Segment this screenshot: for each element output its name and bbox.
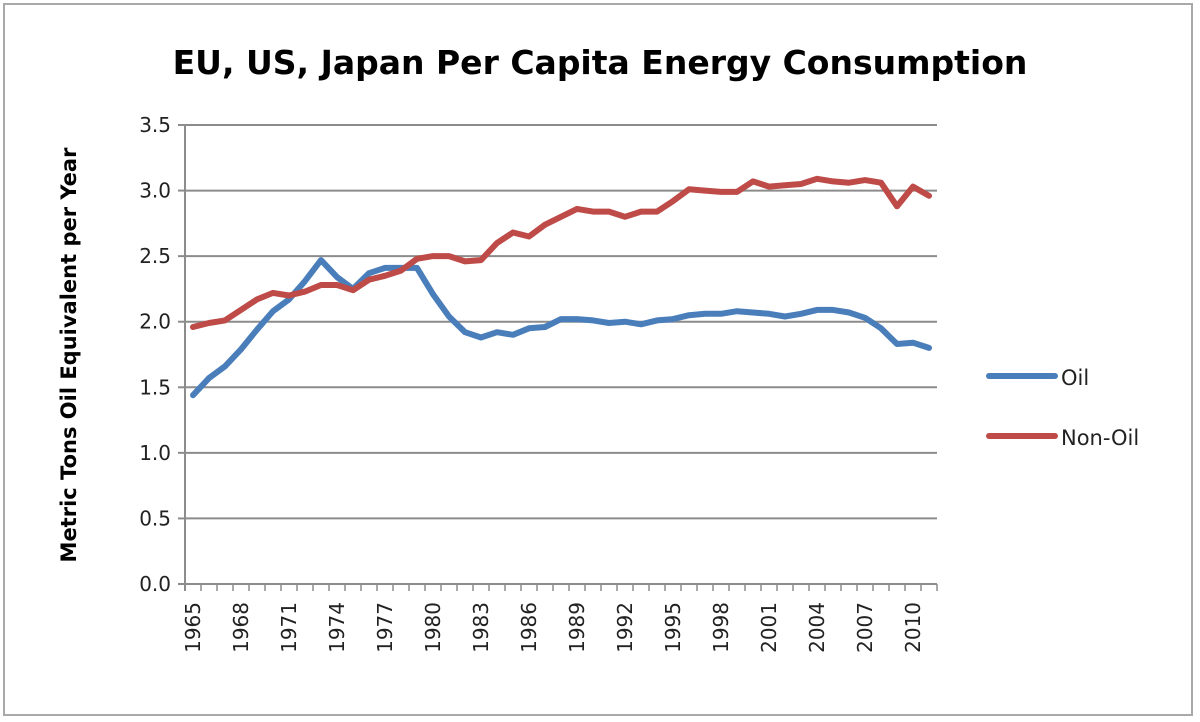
x-axis: 1965 1968 1971 1974 1977 1980 1983 1986 1989 1992… — [181, 125, 938, 653]
series-layer — [190, 175, 932, 399]
y-tick-label: 1.0 — [139, 441, 171, 465]
legend-label-oil: Oil — [1061, 366, 1089, 390]
legend-label-non-oil: Non-Oil — [1061, 426, 1139, 450]
y-axis-title: Metric Tons Oil Equivalent per Year — [57, 147, 81, 563]
x-tick-label: 1974 — [325, 602, 349, 653]
chart-frame — [3, 3, 1193, 716]
x-tick-label: 1986 — [517, 602, 541, 653]
x-tick-label: 1998 — [709, 602, 733, 653]
x-tick-label: 2010 — [901, 602, 925, 653]
x-tick-label: 1989 — [565, 602, 589, 653]
series-line-oil — [190, 257, 932, 399]
y-tick-label: 3.5 — [139, 113, 171, 137]
gridlines — [185, 124, 937, 520]
y-tick-label: 2.0 — [139, 310, 171, 334]
y-tick-label: 0.5 — [139, 506, 171, 530]
x-tick-label: 1968 — [229, 602, 253, 653]
y-axis-ticks: 0.0 0.5 1.0 1.5 2.0 2.5 3.0 3.5 — [139, 113, 185, 596]
series-line-non-oil — [190, 175, 932, 330]
y-tick-label: 2.5 — [139, 244, 171, 268]
x-tick-label: 1995 — [661, 602, 685, 653]
y-tick-label: 3.0 — [139, 179, 171, 203]
x-tick-label: 1983 — [469, 602, 493, 653]
x-tick-label: 1977 — [373, 602, 397, 653]
y-tick-label: 0.0 — [139, 572, 171, 596]
chart-title: EU, US, Japan Per Capita Energy Consumpt… — [173, 43, 1028, 82]
x-tick-label: 1992 — [613, 602, 637, 653]
x-tick-label: 1965 — [181, 602, 205, 653]
x-tick-label: 1971 — [277, 602, 301, 653]
legend: Oil Non-Oil — [986, 366, 1139, 450]
x-tick-label: 2007 — [853, 602, 877, 653]
y-tick-label: 1.5 — [139, 375, 171, 399]
x-tick-label: 2001 — [757, 602, 781, 653]
x-tick-label: 1980 — [421, 602, 445, 653]
x-tick-label: 2004 — [805, 602, 829, 653]
